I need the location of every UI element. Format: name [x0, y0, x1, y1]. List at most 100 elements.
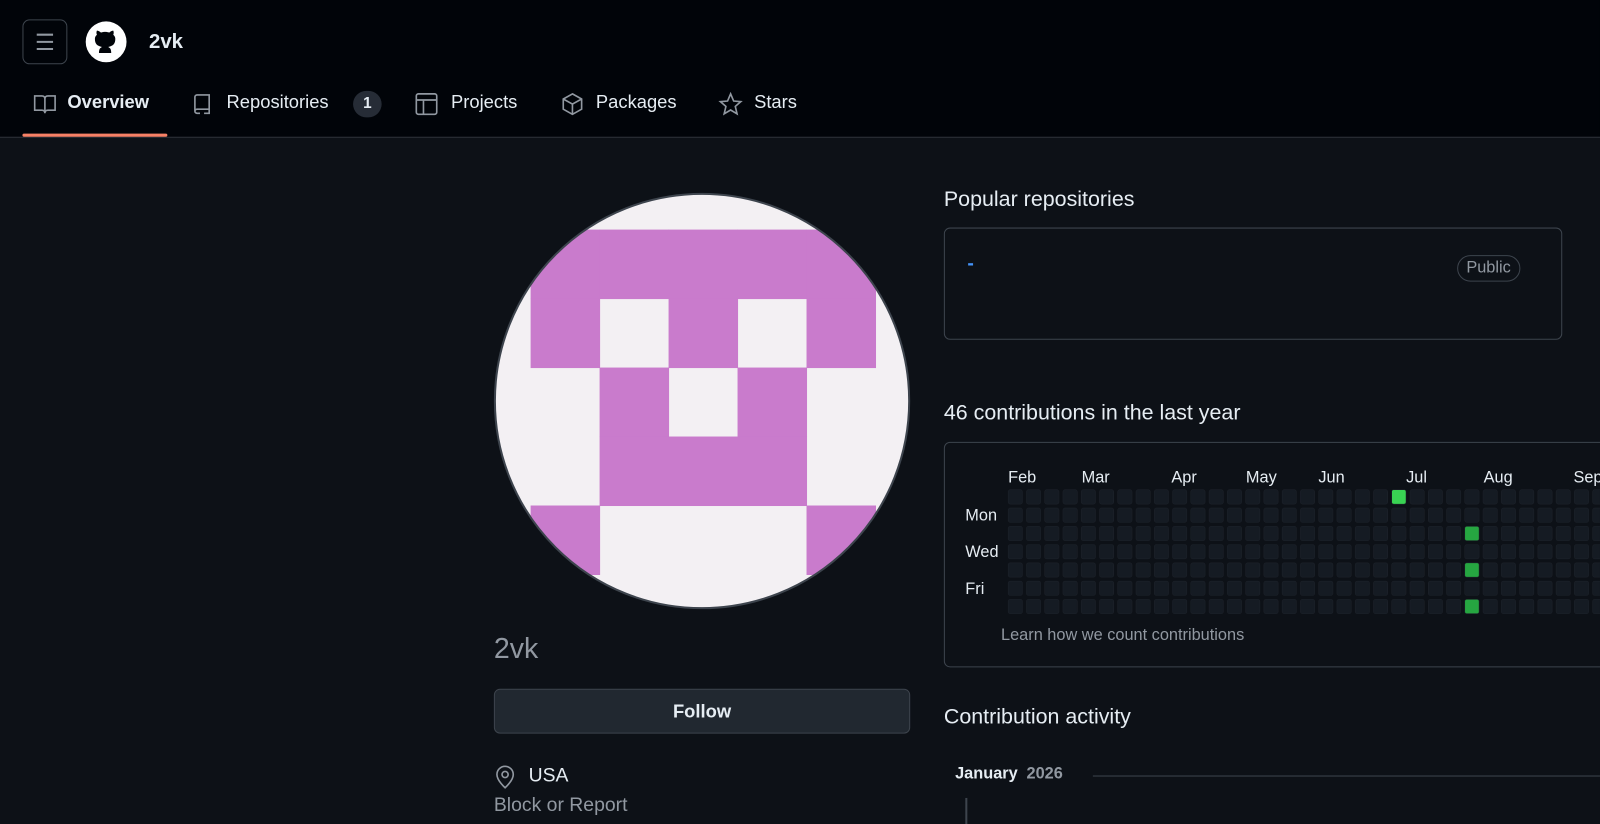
follow-button[interactable]: Follow [493, 688, 911, 734]
contribution-cell [1519, 526, 1535, 541]
profile-name: 2vk [493, 632, 539, 665]
contribution-cell [1190, 489, 1206, 505]
contribution-cell [1154, 489, 1169, 505]
contribution-cell [1245, 580, 1261, 596]
identicon-block [737, 367, 808, 438]
contribution-cell [1263, 526, 1279, 541]
location-icon [496, 765, 515, 789]
contribution-cell [1464, 580, 1480, 596]
contribution-cell [1354, 562, 1370, 578]
contribution-cell [1300, 580, 1315, 596]
contribution-cell [1482, 562, 1498, 578]
contribution-cell [1190, 526, 1206, 541]
section-title: Popular repositories [943, 187, 1135, 212]
contribution-cell [1592, 599, 1600, 614]
nav-tab[interactable]: Stars [754, 91, 797, 113]
nav-tab[interactable]: Repositories [226, 91, 329, 113]
contribution-cell [1391, 489, 1407, 505]
contribution-cell [1044, 507, 1060, 523]
contribution-cell [1190, 562, 1206, 578]
contribution-cell [1391, 526, 1407, 541]
month-label: Jun [1318, 469, 1344, 487]
contribution-cell [1245, 562, 1261, 578]
contribution-cell [1281, 507, 1297, 523]
divider [1092, 775, 1600, 777]
contribution-cell [1409, 507, 1425, 523]
day-label: Mon [965, 506, 997, 524]
contribution-cell [1135, 544, 1151, 560]
username[interactable]: 2vk [148, 30, 184, 54]
location: USA [528, 765, 569, 787]
contribution-cell [1154, 507, 1169, 523]
nav-tab[interactable]: Overview [67, 91, 150, 113]
contribution-cell [1354, 580, 1370, 596]
menu-button[interactable] [22, 19, 68, 65]
contribution-cell [1555, 599, 1571, 614]
header: 2vk Overview Repositories 1 Projects Pac… [0, 0, 1600, 138]
contribution-cell [1190, 599, 1206, 614]
contribution-cell [1336, 526, 1352, 541]
contribution-cell [1281, 580, 1297, 596]
contribution-cell [1227, 580, 1242, 596]
contribution-cell [1227, 507, 1242, 523]
contribution-cell [1007, 544, 1023, 560]
contribution-cell [1300, 526, 1315, 541]
contribution-cell [1574, 580, 1589, 596]
contribution-cell [1135, 562, 1151, 578]
contribution-cell [1300, 544, 1315, 560]
activity-year: 2026 [1026, 765, 1063, 783]
contribution-cell [1300, 562, 1315, 578]
identicon-block [599, 436, 670, 507]
month-label: Jul [1406, 469, 1427, 487]
contribution-cell [1354, 599, 1370, 614]
contribution-cell [1592, 544, 1600, 560]
github-logo[interactable] [85, 20, 128, 63]
contribution-cell [1318, 599, 1334, 614]
contribution-cell [1501, 599, 1516, 614]
contribution-cell [1464, 599, 1480, 614]
contribution-cell [1354, 544, 1370, 560]
repo-link[interactable]: - [967, 253, 974, 275]
nav-tab[interactable]: Projects [451, 91, 518, 113]
contribution-cell [1555, 544, 1571, 560]
day-label: Wed [965, 543, 998, 561]
learn-link[interactable]: Learn how we count contributions [1001, 626, 1245, 644]
repo-icon [194, 94, 210, 115]
contribution-cell [1446, 489, 1462, 505]
contribution-cell [1172, 489, 1188, 505]
contribution-cell [1519, 489, 1535, 505]
contribution-cell [1026, 580, 1041, 596]
contribution-cell [1154, 544, 1169, 560]
identicon-block [737, 436, 808, 507]
block-link[interactable]: Block or Report [493, 794, 628, 817]
menu-icon [36, 33, 54, 50]
contribution-cell [1574, 599, 1589, 614]
contribution-cell [1117, 599, 1133, 614]
contribution-cell [1227, 489, 1242, 505]
contribution-cell [1373, 562, 1388, 578]
contribution-cell [1026, 507, 1041, 523]
contribution-cell [1208, 544, 1224, 560]
contribution-cell [1373, 507, 1388, 523]
contribution-cell [1080, 507, 1096, 523]
contribution-cell [1135, 599, 1151, 614]
contribution-cell [1263, 544, 1279, 560]
contribution-cell [1464, 489, 1480, 505]
month-label: Aug [1484, 469, 1513, 487]
contribution-cell [1427, 599, 1443, 614]
star-icon [718, 91, 743, 116]
contribution-cell [1336, 544, 1352, 560]
contribution-cell [1080, 544, 1096, 560]
contribution-cell [1099, 562, 1115, 578]
contribution-cell [1208, 562, 1224, 578]
contribution-cell [1409, 526, 1425, 541]
month-label: Feb [1008, 469, 1036, 487]
day-label: Fri [965, 580, 984, 598]
contribution-cell [1044, 544, 1060, 560]
contribution-cell [1227, 526, 1242, 541]
contribution-cell [1062, 489, 1078, 505]
contribution-cell [1245, 544, 1261, 560]
contribution-cell [1062, 562, 1078, 578]
active-underline [22, 133, 168, 137]
nav-tab[interactable]: Packages [595, 91, 677, 113]
